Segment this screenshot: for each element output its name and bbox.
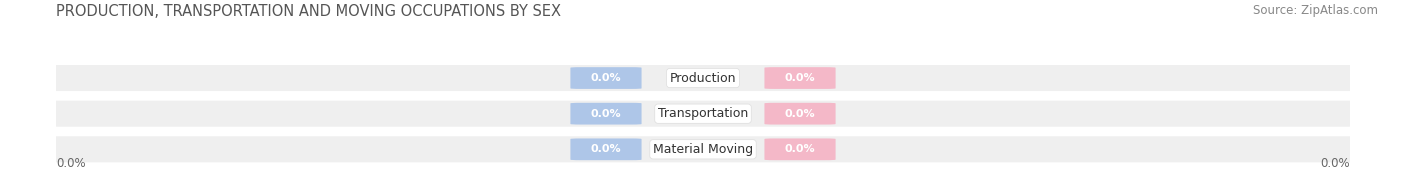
FancyBboxPatch shape bbox=[46, 136, 1360, 162]
Text: 0.0%: 0.0% bbox=[1320, 157, 1350, 170]
FancyBboxPatch shape bbox=[765, 103, 835, 124]
FancyBboxPatch shape bbox=[571, 67, 641, 89]
Text: 0.0%: 0.0% bbox=[785, 144, 815, 154]
Text: Source: ZipAtlas.com: Source: ZipAtlas.com bbox=[1253, 4, 1378, 17]
FancyBboxPatch shape bbox=[46, 65, 1360, 91]
Text: Transportation: Transportation bbox=[658, 107, 748, 120]
Text: 0.0%: 0.0% bbox=[56, 157, 86, 170]
Text: 0.0%: 0.0% bbox=[591, 109, 621, 119]
Text: 0.0%: 0.0% bbox=[785, 73, 815, 83]
FancyBboxPatch shape bbox=[571, 103, 641, 124]
FancyBboxPatch shape bbox=[765, 67, 835, 89]
FancyBboxPatch shape bbox=[46, 101, 1360, 127]
Text: 0.0%: 0.0% bbox=[785, 109, 815, 119]
Text: Material Moving: Material Moving bbox=[652, 143, 754, 156]
Text: 0.0%: 0.0% bbox=[591, 73, 621, 83]
Text: PRODUCTION, TRANSPORTATION AND MOVING OCCUPATIONS BY SEX: PRODUCTION, TRANSPORTATION AND MOVING OC… bbox=[56, 4, 561, 19]
Text: 0.0%: 0.0% bbox=[591, 144, 621, 154]
FancyBboxPatch shape bbox=[765, 138, 835, 160]
Text: Production: Production bbox=[669, 72, 737, 84]
FancyBboxPatch shape bbox=[571, 138, 641, 160]
